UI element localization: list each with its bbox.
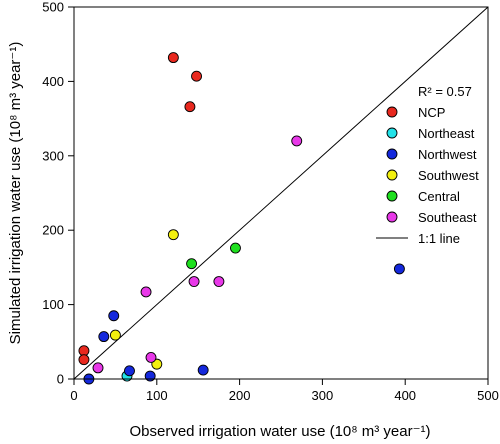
point-southeast: [145, 351, 157, 363]
x-tick-label: 0: [70, 388, 77, 403]
point-ncp: [78, 354, 90, 366]
y-tick-label: 400: [42, 74, 64, 89]
legend-label-ncp: NCP: [418, 105, 445, 120]
point-southeast: [213, 276, 225, 287]
point-southwest: [167, 229, 179, 241]
x-tick-label: 200: [229, 388, 251, 403]
x-tick-label: 300: [312, 388, 334, 403]
point-northwest: [197, 364, 209, 376]
legend-label-southwest: Southwest: [418, 168, 479, 183]
legend-marker-ncp: [386, 106, 398, 118]
point-central: [186, 258, 198, 270]
tick-labels: 0 100 200 300 400 500 0 100 200 300 400 500: [42, 0, 499, 403]
point-southeast: [188, 276, 200, 287]
data-points: [78, 52, 405, 385]
axes: [68, 6, 489, 385]
y-tick-label: 100: [42, 297, 64, 312]
legend-label-central: Central: [418, 189, 460, 204]
point-ncp: [167, 52, 179, 64]
y-tick-label: 200: [42, 223, 64, 238]
x-axis-label: Observed irrigation water use (10⁸ m³ ye…: [129, 423, 430, 440]
point-ncp: [184, 101, 196, 113]
point-central: [230, 242, 241, 254]
legend-label-one-to-one-line: 1:1 line: [418, 231, 460, 246]
legend-marker-southeast: [386, 211, 398, 223]
point-southwest: [109, 329, 121, 341]
r-squared-annotation: R² = 0.57: [418, 84, 472, 99]
legend: NCP Northeast Northwest Southwest Central Sou…: [376, 105, 479, 246]
legend-marker-central: [386, 190, 398, 202]
x-tick-label: 400: [394, 388, 416, 403]
legend-marker-northeast: [386, 127, 398, 139]
point-northwest: [98, 331, 110, 343]
point-northwest: [124, 365, 135, 377]
x-tick-label: 100: [146, 388, 168, 403]
legend-label-southeast: Southeast: [418, 210, 477, 225]
point-southeast: [140, 286, 152, 298]
y-axis-label: Simulated irrigation water use (10⁸ m³ y…: [7, 42, 24, 345]
point-northwest: [393, 263, 405, 275]
legend-marker-northwest: [386, 148, 398, 160]
legend-label-northeast: Northeast: [418, 126, 475, 141]
y-tick-label: 500: [42, 0, 64, 15]
x-tick-label: 500: [477, 388, 499, 403]
reference-line-layer: [73, 6, 489, 380]
legend-label-northwest: Northwest: [418, 147, 477, 162]
point-northwest: [144, 370, 156, 382]
y-tick-label: 0: [57, 372, 64, 387]
one-to-one-line: [73, 6, 489, 380]
y-tick-label: 300: [42, 148, 64, 163]
point-southeast: [92, 362, 104, 374]
point-northwest: [108, 310, 120, 322]
legend-marker-southwest: [386, 169, 398, 181]
point-southeast: [291, 135, 303, 147]
plot-frame: [73, 6, 489, 380]
point-ncp: [191, 70, 202, 82]
